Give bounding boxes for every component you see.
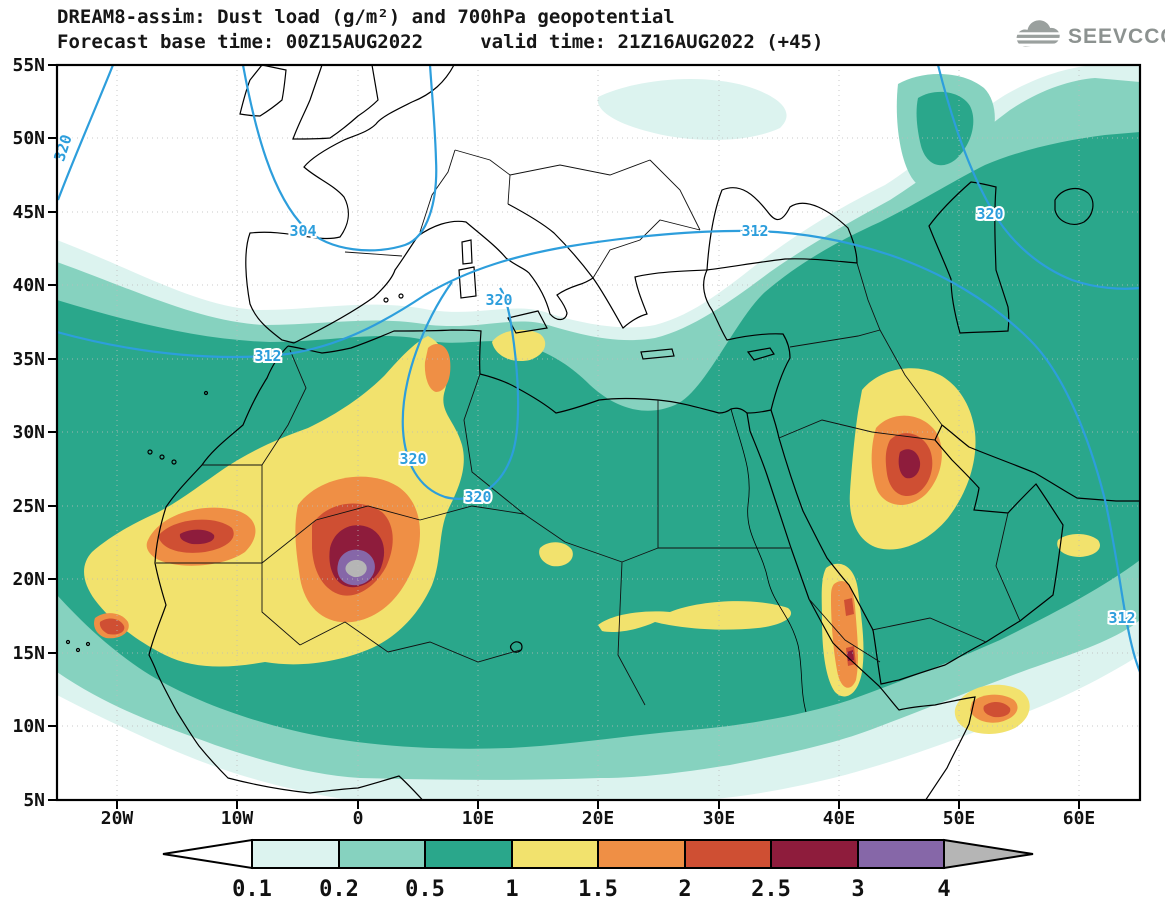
geopotential-contour-312 — [57, 229, 1140, 673]
colorbar-seg-0p2 — [338, 839, 426, 869]
colorbar-label: 2 — [678, 877, 691, 902]
colorbar-label: 1.5 — [578, 877, 618, 902]
dust-fill-2-redsea-a — [844, 598, 854, 616]
lat-tick-label: 10N — [12, 716, 45, 737]
colorbar-seg-3 — [857, 839, 945, 869]
lat-axis-labels: 55N 50N 45N 40N 35N 30N 25N 20N 15N 10N … — [12, 55, 45, 811]
chart-subtitle: Forecast base time: 00Z15AUG2022 valid t… — [57, 31, 824, 53]
lon-tick-label: 40E — [823, 808, 856, 829]
dust-fill-1-tunisia — [492, 329, 546, 362]
geo-label: 320 — [485, 291, 512, 309]
axis-ticks — [48, 64, 1080, 809]
colorbar-right-arrow — [943, 838, 1034, 870]
dust-fill-1p5-algeria — [424, 344, 451, 392]
lat-tick-label: 50N — [12, 128, 45, 149]
geo-label: 320 — [464, 488, 491, 506]
lat-tick-label: 40N — [12, 275, 45, 296]
dust-fill-2p5-mauritania — [179, 529, 215, 545]
colorbar-label: 0.2 — [319, 877, 359, 902]
colorbar-left-arrow — [162, 838, 253, 870]
colorbar-seg-0p1 — [251, 839, 340, 869]
geopotential-contour-320-caspian — [936, 65, 1140, 290]
geo-label: 312 — [741, 222, 768, 240]
lat-tick-label: 25N — [12, 496, 45, 517]
geopotential-contour-304 — [241, 65, 438, 252]
chart-title: DREAM8-assim: Dust load (g/m²) and 700hP… — [57, 6, 675, 28]
geo-label: 312 — [1108, 609, 1135, 627]
dust-fill-1-chad — [539, 542, 573, 567]
colorbar-labels: 0.1 0.2 0.5 1 1.5 2 2.5 3 4 — [232, 877, 951, 902]
lon-tick-label: 20W — [101, 808, 134, 829]
lat-tick-label: 20N — [12, 569, 45, 590]
colorbar-seg-0p5 — [424, 839, 513, 869]
dust-fill-2-senegal — [99, 618, 125, 635]
lon-tick-label: 60E — [1063, 808, 1096, 829]
lon-tick-label: 20E — [582, 808, 615, 829]
dust-fill-2-horn — [983, 702, 1011, 718]
seevccc-logo-text: SEEVCCC — [1068, 25, 1165, 48]
colorbar: 0.1 0.2 0.5 1 1.5 2 2.5 3 4 — [162, 838, 1034, 902]
lat-tick-label: 30N — [12, 422, 45, 443]
dust-fill-0p1-blacksea — [597, 79, 787, 140]
dust-fill-4-mali — [345, 559, 367, 578]
colorbar-seg-2p5 — [770, 839, 859, 869]
lon-tick-label: 10E — [462, 808, 495, 829]
colorbar-seg-1 — [511, 839, 599, 869]
lat-tick-label: 55N — [12, 55, 45, 76]
lat-tick-label: 45N — [12, 202, 45, 223]
geo-label: 320 — [399, 450, 426, 468]
dust-fill-2p5-arabia — [898, 449, 921, 479]
geopotential-contour-320-africa — [401, 281, 520, 500]
forecast-map: 320 304 312 320 320 320 312 320 312 55N … — [12, 55, 1142, 829]
colorbar-label: 4 — [937, 877, 950, 902]
dust-fill-1-sudan — [598, 601, 792, 632]
colorbar-label: 3 — [851, 877, 864, 902]
colorbar-seg-2 — [684, 839, 772, 869]
seevccc-logo: SEEVCCC — [1012, 20, 1165, 54]
lon-tick-label: 10W — [221, 808, 254, 829]
geo-label: 304 — [289, 222, 316, 240]
geopotential-contour-labels: 320 304 312 320 320 320 312 320 312 — [48, 130, 1137, 629]
gridlines — [57, 65, 1140, 800]
colorbar-seg-1p5 — [597, 839, 686, 869]
lon-tick-label: 0 — [353, 808, 364, 829]
lon-axis-labels: 20W 10W 0 10E 20E 30E 40E 50E 60E — [101, 808, 1096, 829]
lon-tick-label: 30E — [703, 808, 736, 829]
colorbar-label: 0.5 — [405, 877, 445, 902]
colorbar-label: 2.5 — [751, 877, 791, 902]
lat-tick-label: 35N — [12, 349, 45, 370]
colorbar-label: 1 — [505, 877, 518, 902]
lat-tick-label: 5N — [23, 790, 45, 811]
geo-label: 312 — [254, 347, 281, 365]
seevccc-cloud-icon — [1014, 20, 1060, 47]
geo-label: 320 — [976, 205, 1003, 223]
lon-tick-label: 50E — [943, 808, 976, 829]
coastlines — [65, 65, 1140, 800]
lat-tick-label: 15N — [12, 643, 45, 664]
geopotential-contour-320-nw — [57, 65, 115, 201]
colorbar-label: 0.1 — [232, 877, 272, 902]
country-borders — [156, 149, 1021, 713]
geopotential-contours — [57, 65, 1140, 673]
